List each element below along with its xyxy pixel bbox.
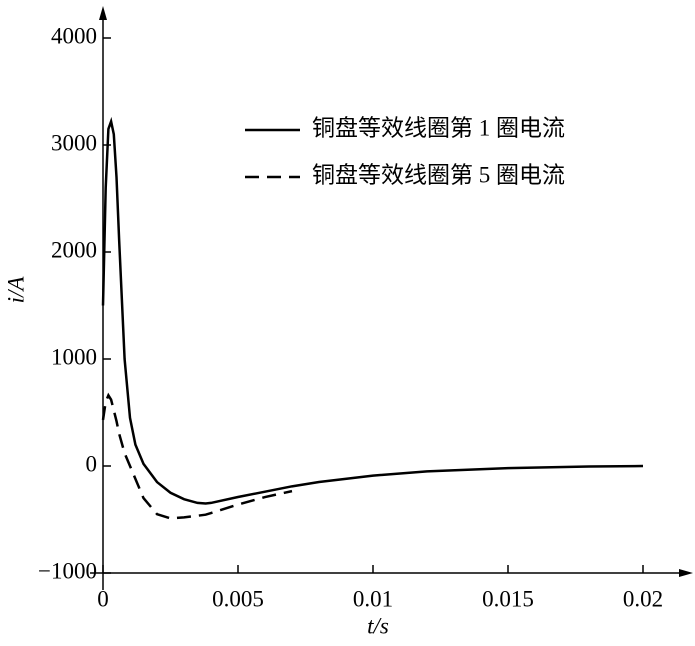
series-line (101, 116, 644, 505)
y-tick-label: 0 (86, 451, 98, 476)
y-tick-label: 2000 (51, 237, 97, 262)
y-tick-label: 3000 (51, 130, 97, 155)
x-axis-label: t/s (367, 613, 389, 638)
legend-label: 铜盘等效线圈第 1 圈电流 (312, 115, 565, 140)
series-line (101, 392, 293, 520)
y-tick-label: 1000 (51, 344, 97, 369)
y-axis-label: i/A (3, 276, 28, 304)
x-tick-label: 0.01 (353, 586, 393, 611)
y-axis-arrow (99, 6, 107, 20)
x-tick-label: 0.015 (482, 586, 534, 611)
x-tick-label: 0 (97, 586, 109, 611)
x-axis-arrow (679, 569, 693, 577)
legend-label: 铜盘等效线圈第 5 圈电流 (312, 162, 565, 187)
y-tick-label: −1000 (38, 558, 97, 583)
y-tick-label: 4000 (51, 23, 97, 48)
x-tick-label: 0.005 (212, 586, 264, 611)
x-tick-label: 0.02 (623, 586, 663, 611)
